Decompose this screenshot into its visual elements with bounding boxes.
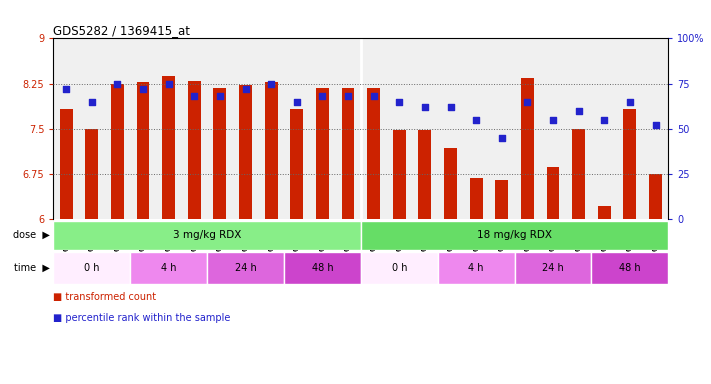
Point: [522, 98, 533, 104]
Text: 24 h: 24 h: [542, 263, 564, 273]
Point: [188, 93, 200, 99]
Bar: [368, 88, 380, 219]
Bar: [393, 131, 406, 219]
Point: [240, 86, 251, 92]
Point: [163, 81, 174, 87]
Point: [496, 135, 508, 141]
Point: [291, 98, 302, 104]
Text: ■ transformed count: ■ transformed count: [53, 292, 156, 302]
Bar: [360, 221, 668, 250]
Bar: [213, 88, 226, 219]
Text: 48 h: 48 h: [311, 263, 333, 273]
Point: [599, 117, 610, 123]
Point: [86, 98, 97, 104]
Bar: [130, 252, 207, 284]
Bar: [470, 178, 483, 219]
Bar: [496, 180, 508, 219]
Bar: [438, 252, 515, 284]
Bar: [649, 174, 662, 219]
Point: [650, 122, 661, 128]
Bar: [521, 78, 534, 219]
Point: [137, 86, 149, 92]
Text: 48 h: 48 h: [619, 263, 641, 273]
Text: time  ▶: time ▶: [14, 263, 50, 273]
Text: 4 h: 4 h: [161, 263, 176, 273]
Bar: [290, 109, 303, 219]
Bar: [598, 206, 611, 219]
Text: 24 h: 24 h: [235, 263, 257, 273]
Text: 18 mg/kg RDX: 18 mg/kg RDX: [477, 230, 552, 240]
Bar: [515, 252, 592, 284]
Bar: [53, 252, 130, 284]
Bar: [60, 109, 73, 219]
Bar: [137, 82, 149, 219]
Bar: [239, 85, 252, 219]
Bar: [547, 167, 560, 219]
Point: [419, 104, 431, 110]
Text: dose  ▶: dose ▶: [13, 230, 50, 240]
Point: [445, 104, 456, 110]
Point: [394, 98, 405, 104]
Bar: [444, 148, 457, 219]
Bar: [85, 129, 98, 219]
Bar: [162, 76, 175, 219]
Bar: [316, 88, 328, 219]
Point: [214, 93, 225, 99]
Text: GDS5282 / 1369415_at: GDS5282 / 1369415_at: [53, 24, 191, 37]
Point: [316, 93, 328, 99]
Bar: [207, 252, 284, 284]
Text: 3 mg/kg RDX: 3 mg/kg RDX: [173, 230, 241, 240]
Point: [368, 93, 380, 99]
Bar: [111, 84, 124, 219]
Bar: [264, 82, 277, 219]
Text: 0 h: 0 h: [84, 263, 100, 273]
Text: 4 h: 4 h: [469, 263, 484, 273]
Point: [624, 98, 636, 104]
Bar: [284, 252, 360, 284]
Point: [112, 81, 123, 87]
Point: [471, 117, 482, 123]
Bar: [419, 131, 432, 219]
Point: [60, 86, 72, 92]
Bar: [360, 252, 438, 284]
Point: [342, 93, 353, 99]
Text: ■ percentile rank within the sample: ■ percentile rank within the sample: [53, 313, 230, 323]
Bar: [188, 81, 201, 219]
Text: 0 h: 0 h: [392, 263, 407, 273]
Bar: [572, 129, 585, 219]
Bar: [592, 252, 668, 284]
Point: [547, 117, 559, 123]
Bar: [53, 221, 360, 250]
Bar: [341, 88, 354, 219]
Point: [573, 108, 584, 114]
Point: [265, 81, 277, 87]
Bar: [624, 109, 636, 219]
